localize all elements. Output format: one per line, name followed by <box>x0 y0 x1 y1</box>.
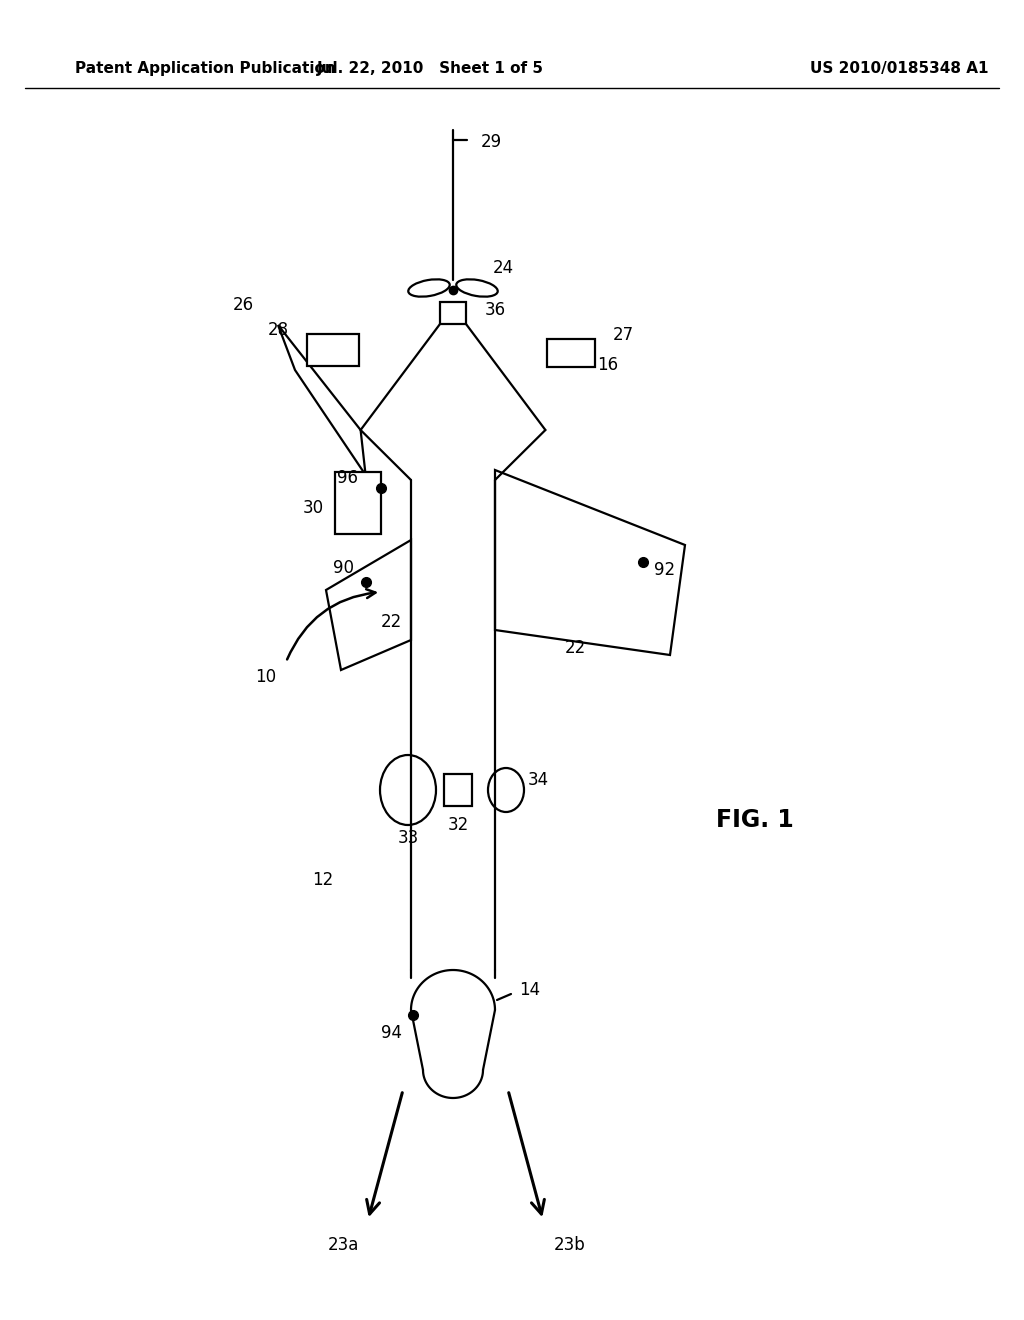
Text: 10: 10 <box>255 668 276 686</box>
Text: 22: 22 <box>380 612 401 631</box>
Bar <box>307 334 359 366</box>
Text: FIG. 1: FIG. 1 <box>716 808 794 832</box>
Text: Patent Application Publication: Patent Application Publication <box>75 61 336 75</box>
Text: 90: 90 <box>334 558 354 577</box>
Text: 27: 27 <box>612 326 634 345</box>
Text: 29: 29 <box>480 133 502 150</box>
Text: 33: 33 <box>397 829 419 847</box>
Text: US 2010/0185348 A1: US 2010/0185348 A1 <box>810 61 988 75</box>
Text: 94: 94 <box>381 1024 401 1041</box>
Text: 23a: 23a <box>328 1236 358 1254</box>
Text: 36: 36 <box>484 301 506 319</box>
Text: 12: 12 <box>312 871 334 888</box>
Text: 26: 26 <box>232 296 254 314</box>
Bar <box>440 302 466 323</box>
Text: 34: 34 <box>527 771 549 789</box>
Text: 23b: 23b <box>554 1236 586 1254</box>
Bar <box>547 339 595 367</box>
Text: 30: 30 <box>302 499 324 517</box>
Text: 16: 16 <box>597 356 618 374</box>
Text: 96: 96 <box>338 469 358 487</box>
Text: 24: 24 <box>493 259 514 277</box>
Text: Jul. 22, 2010   Sheet 1 of 5: Jul. 22, 2010 Sheet 1 of 5 <box>316 61 544 75</box>
Bar <box>444 774 472 807</box>
Text: 92: 92 <box>654 561 676 579</box>
Text: 32: 32 <box>447 816 469 834</box>
Text: 28: 28 <box>267 321 289 339</box>
Bar <box>335 473 381 535</box>
Text: 22: 22 <box>564 639 586 657</box>
Text: 14: 14 <box>519 981 541 999</box>
